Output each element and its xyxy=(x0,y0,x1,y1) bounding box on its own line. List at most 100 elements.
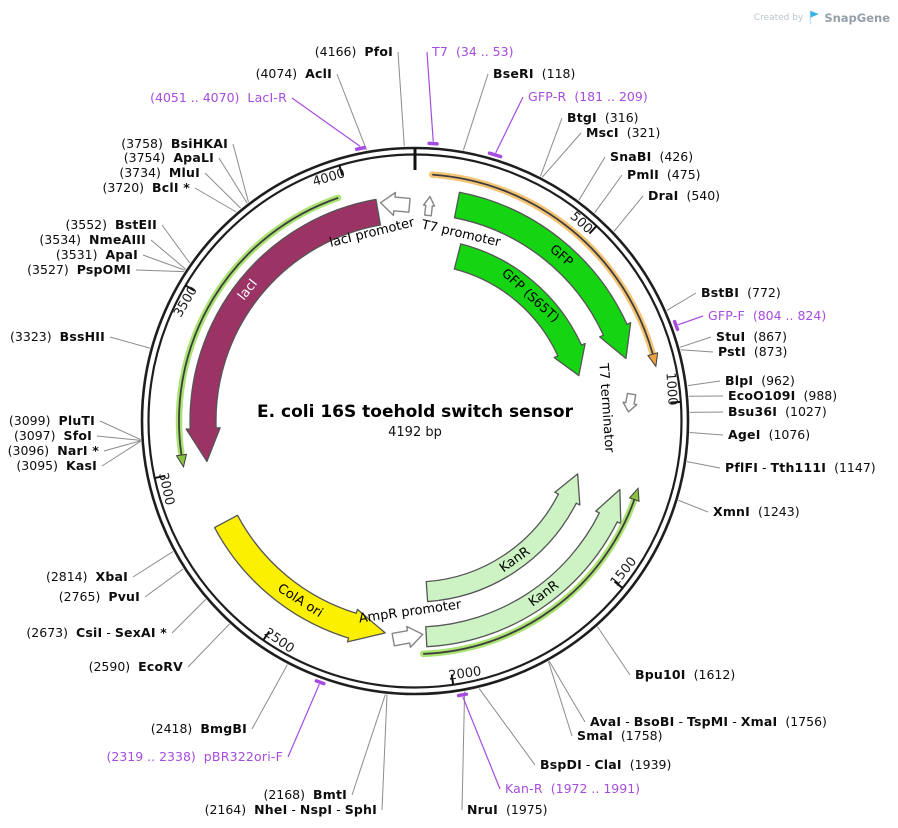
enzyme-label-PspOMI[interactable]: (3527) PspOMI xyxy=(27,263,131,277)
enzyme-label-PflFI-Tth111I[interactable]: PflFI - Tth111I (1147) xyxy=(725,461,876,475)
enzyme-line-BstBI xyxy=(666,292,697,311)
enzyme-line-AvaI-BsoBI-TspMI-XmaI xyxy=(548,660,586,723)
enzyme-name: BlpI xyxy=(725,373,754,388)
enzyme-label-BseRI[interactable]: BseRI (118) xyxy=(493,67,575,81)
primer-label-GFP-F[interactable]: GFP-F (804 .. 824) xyxy=(708,309,826,323)
primer-site-LacI-R[interactable] xyxy=(354,145,367,151)
site-position: (2673) xyxy=(26,625,68,640)
enzyme-label-ApaI[interactable]: (3531) ApaI xyxy=(56,248,138,262)
feature-KanR-b[interactable] xyxy=(425,488,622,648)
site-position: - xyxy=(102,625,115,640)
enzyme-label-AvaI-BsoBI-TspMI-XmaI[interactable]: AvaI - BsoBI - TspMI - XmaI (1756) xyxy=(590,715,827,729)
enzyme-label-NheI-NspI-SphI[interactable]: (2164) NheI - NspI - SphI xyxy=(205,803,377,817)
plasmid-length: 4192 bp xyxy=(388,425,442,440)
primer-label-LacI-R[interactable]: (4051 .. 4070) LacI-R xyxy=(150,91,287,105)
enzyme-line-BsiHKAI xyxy=(232,143,249,203)
enzyme-label-AclI[interactable]: (4074) AclI xyxy=(256,67,332,81)
enzyme-line-NarI xyxy=(103,440,141,452)
enzyme-label-BmgBI[interactable]: (2418) BmgBI xyxy=(151,722,247,736)
enzyme-name: BmtI xyxy=(313,787,347,802)
enzyme-label-MscI[interactable]: MscI (321) xyxy=(586,126,660,140)
feature-lacI[interactable] xyxy=(185,198,382,463)
enzyme-label-BtgI[interactable]: BtgI (316) xyxy=(567,111,639,125)
enzyme-label-AgeI[interactable]: AgeI (1076) xyxy=(728,428,810,442)
enzyme-label-NmeAIII[interactable]: (3534) NmeAIII xyxy=(39,233,146,247)
enzyme-line-CsiI-SexAI xyxy=(171,599,207,634)
orf-line-lacI-orf[interactable] xyxy=(178,197,339,456)
enzyme-line-PfoI xyxy=(397,51,405,147)
enzyme-label-PstI[interactable]: PstI (873) xyxy=(718,345,787,359)
enzyme-name: BstBI xyxy=(701,285,740,300)
enzyme-name: BseRI xyxy=(493,66,534,81)
watermark-created-by: Created by xyxy=(753,12,804,23)
enzyme-label-DraI[interactable]: DraI (540) xyxy=(648,189,720,203)
primer-line-pBR322ori-F xyxy=(287,683,320,758)
enzyme-label-BstEII[interactable]: (3552) BstEII xyxy=(65,218,157,232)
enzyme-label-EcoRV[interactable]: (2590) EcoRV xyxy=(89,660,183,674)
enzyme-label-BssHII[interactable]: (3323) BssHII xyxy=(10,330,105,344)
enzyme-line-BseRI xyxy=(462,73,489,151)
orf-line-transcript[interactable] xyxy=(432,173,654,355)
enzyme-name: PspOMI xyxy=(76,262,131,277)
primer-site-T7[interactable] xyxy=(427,141,439,146)
enzyme-label-PvuI[interactable]: (2765) PvuI xyxy=(59,590,140,604)
enzyme-label-ApaLI[interactable]: (3754) ApaLI xyxy=(124,151,214,165)
enzyme-name: T7 xyxy=(432,44,448,59)
enzyme-name: AclI xyxy=(305,66,332,81)
enzyme-label-PfoI[interactable]: (4166) PfoI xyxy=(315,45,393,59)
enzyme-label-Bpu10I[interactable]: Bpu10I (1612) xyxy=(635,668,735,682)
feature-GFP-S65T[interactable] xyxy=(453,243,586,377)
enzyme-label-StuI[interactable]: StuI (867) xyxy=(716,330,787,344)
enzyme-label-XbaI[interactable]: (2814) XbaI xyxy=(46,570,128,584)
primer-label-Kan-R[interactable]: Kan-R (1972 .. 1991) xyxy=(505,782,640,796)
enzyme-label-SfoI[interactable]: (3097) SfoI xyxy=(14,429,92,443)
primer-site-Kan-R[interactable] xyxy=(456,692,469,698)
primer-site-pBR322ori-F[interactable] xyxy=(314,679,326,686)
enzyme-label-BmtI[interactable]: (2168) BmtI xyxy=(263,788,347,802)
site-position: (3758) xyxy=(121,136,163,151)
enzyme-label-BclI[interactable]: (3720) BclI * xyxy=(102,181,190,195)
primer-label-T7[interactable]: T7 (34 .. 53) xyxy=(432,45,513,59)
site-position: (34 .. 53) xyxy=(456,44,514,59)
primer-site-GFP-R[interactable] xyxy=(487,151,503,159)
site-position: (316) xyxy=(604,110,639,125)
enzyme-label-NruI[interactable]: NruI (1975) xyxy=(467,803,548,817)
site-position: - xyxy=(674,714,687,729)
enzyme-name: PmlI xyxy=(627,167,659,182)
enzyme-label-BspDI-ClaI[interactable]: BspDI - ClaI (1939) xyxy=(540,758,671,772)
primer-site-GFP-F[interactable] xyxy=(672,319,680,332)
enzyme-label-SmaI[interactable]: SmaI (1758) xyxy=(577,729,663,743)
enzyme-label-Bsu36I[interactable]: Bsu36I (1027) xyxy=(728,405,827,419)
feature-lacI-promoter[interactable] xyxy=(379,191,411,217)
feature-T7-terminator[interactable] xyxy=(622,392,639,413)
feature-GFP[interactable] xyxy=(453,191,632,360)
enzyme-label-MluI[interactable]: (3734) MluI xyxy=(119,166,200,180)
enzyme-name: BmgBI xyxy=(200,721,247,736)
primer-label-pBR322ori-F[interactable]: (2319 .. 2338) pBR322ori-F xyxy=(107,750,284,764)
enzyme-name: GFP-F xyxy=(708,308,745,323)
feature-ColA-ori[interactable] xyxy=(213,514,386,643)
feature-AmpR-promoter[interactable] xyxy=(391,624,424,650)
feature-KanR-a[interactable] xyxy=(425,473,581,603)
enzyme-label-BlpI[interactable]: BlpI (962) xyxy=(725,374,795,388)
enzyme-line-MscI xyxy=(541,132,582,178)
enzyme-label-CsiI-SexAI[interactable]: (2673) CsiI - SexAI * xyxy=(26,626,167,640)
enzyme-label-BsiHKAI[interactable]: (3758) BsiHKAI xyxy=(121,137,228,151)
enzyme-label-PmlI[interactable]: PmlI (475) xyxy=(627,168,701,182)
enzyme-label-XmnI[interactable]: XmnI (1243) xyxy=(713,505,800,519)
site-position: - xyxy=(621,714,634,729)
orf-line-KanR-orf[interactable] xyxy=(423,499,636,655)
enzyme-name: SphI xyxy=(344,802,377,817)
enzyme-name: Bsu36I xyxy=(728,404,778,419)
enzyme-label-SnaBI[interactable]: SnaBI (426) xyxy=(610,150,693,164)
primer-label-GFP-R[interactable]: GFP-R (181 .. 209) xyxy=(528,90,648,104)
enzyme-label-KasI[interactable]: (3095) KasI xyxy=(16,459,97,473)
watermark-brand: SnapGene xyxy=(824,10,890,25)
enzyme-label-NarI[interactable]: (3096) NarI * xyxy=(8,444,99,458)
site-position: (1612) xyxy=(693,667,736,682)
feature-T7-promoter[interactable] xyxy=(422,195,436,217)
enzyme-label-EcoO109I[interactable]: EcoO109I (988) xyxy=(728,389,837,403)
enzyme-name: PluTI xyxy=(58,413,95,428)
enzyme-label-PluTI[interactable]: (3099) PluTI xyxy=(9,414,95,428)
enzyme-label-BstBI[interactable]: BstBI (772) xyxy=(701,286,781,300)
